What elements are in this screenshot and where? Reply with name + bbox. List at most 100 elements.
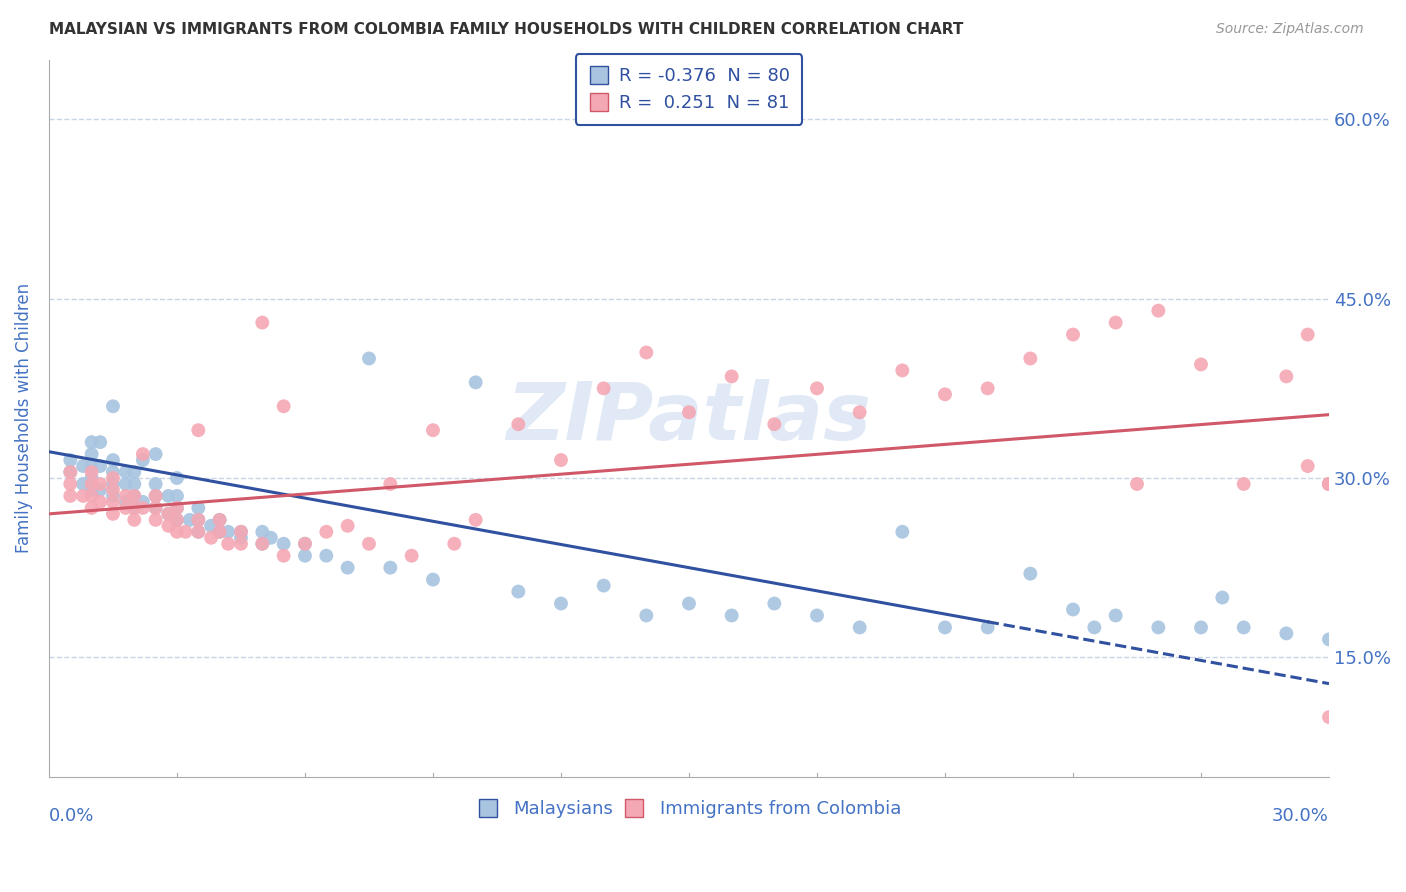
Point <box>217 524 239 539</box>
Point <box>1189 358 1212 372</box>
Point <box>508 417 530 432</box>
Point <box>294 549 316 563</box>
Point <box>187 513 209 527</box>
Point <box>145 500 167 515</box>
Point <box>59 465 82 479</box>
Point <box>806 608 828 623</box>
Point <box>114 495 136 509</box>
Point <box>89 483 111 497</box>
Point <box>208 513 231 527</box>
Point <box>229 524 252 539</box>
Point <box>315 549 337 563</box>
Point <box>1233 620 1256 634</box>
Point <box>187 524 209 539</box>
Point <box>1317 632 1340 647</box>
Point <box>252 537 274 551</box>
Point <box>145 447 167 461</box>
Point <box>1019 566 1042 581</box>
Point <box>508 584 530 599</box>
Point <box>200 531 222 545</box>
Point <box>934 387 956 401</box>
Point <box>848 405 870 419</box>
Point <box>101 465 124 479</box>
Point <box>1317 477 1340 491</box>
Point <box>101 495 124 509</box>
Point <box>72 477 94 491</box>
Point <box>848 620 870 634</box>
Point <box>217 537 239 551</box>
Point <box>678 405 700 419</box>
Point <box>443 537 465 551</box>
Point <box>80 465 103 479</box>
Point <box>157 507 180 521</box>
Point <box>401 549 423 563</box>
Point <box>229 524 252 539</box>
Point <box>1105 316 1128 330</box>
Text: Source: ZipAtlas.com: Source: ZipAtlas.com <box>1216 22 1364 37</box>
Point <box>101 489 124 503</box>
Point <box>464 513 486 527</box>
Point <box>336 518 359 533</box>
Point <box>357 351 380 366</box>
Point <box>114 489 136 503</box>
Point <box>124 489 146 503</box>
Point <box>550 597 572 611</box>
Point <box>273 399 295 413</box>
Point <box>592 578 614 592</box>
Point <box>89 458 111 473</box>
Point <box>273 549 295 563</box>
Point <box>1211 591 1233 605</box>
Point <box>114 500 136 515</box>
Point <box>89 477 111 491</box>
Point <box>1317 477 1340 491</box>
Point <box>208 524 231 539</box>
Legend: Malaysians, Immigrants from Colombia: Malaysians, Immigrants from Colombia <box>470 793 908 825</box>
Point <box>720 608 742 623</box>
Point <box>252 537 274 551</box>
Point <box>166 524 188 539</box>
Point <box>260 531 283 545</box>
Point <box>80 447 103 461</box>
Point <box>166 471 188 485</box>
Point <box>80 477 103 491</box>
Point <box>187 513 209 527</box>
Point <box>145 513 167 527</box>
Point <box>174 524 197 539</box>
Point <box>89 495 111 509</box>
Point <box>357 537 380 551</box>
Point <box>124 465 146 479</box>
Point <box>976 381 998 395</box>
Point <box>1317 710 1340 724</box>
Point <box>101 471 124 485</box>
Point <box>145 477 167 491</box>
Point <box>101 477 124 491</box>
Point <box>1233 477 1256 491</box>
Point <box>1317 477 1340 491</box>
Point <box>187 524 209 539</box>
Point <box>124 489 146 503</box>
Point <box>166 513 188 527</box>
Point <box>59 477 82 491</box>
Point <box>1317 477 1340 491</box>
Point <box>132 500 155 515</box>
Point <box>336 560 359 574</box>
Point <box>1317 477 1340 491</box>
Point <box>208 513 231 527</box>
Point <box>229 537 252 551</box>
Point <box>157 518 180 533</box>
Text: MALAYSIAN VS IMMIGRANTS FROM COLOMBIA FAMILY HOUSEHOLDS WITH CHILDREN CORRELATIO: MALAYSIAN VS IMMIGRANTS FROM COLOMBIA FA… <box>49 22 963 37</box>
Point <box>166 489 188 503</box>
Point <box>89 435 111 450</box>
Text: 0.0%: 0.0% <box>49 806 94 825</box>
Point <box>208 524 231 539</box>
Point <box>132 453 155 467</box>
Point <box>976 620 998 634</box>
Point <box>273 537 295 551</box>
Point <box>166 513 188 527</box>
Point <box>229 531 252 545</box>
Point <box>678 597 700 611</box>
Point <box>636 608 658 623</box>
Point <box>891 524 914 539</box>
Point <box>1105 608 1128 623</box>
Point <box>145 489 167 503</box>
